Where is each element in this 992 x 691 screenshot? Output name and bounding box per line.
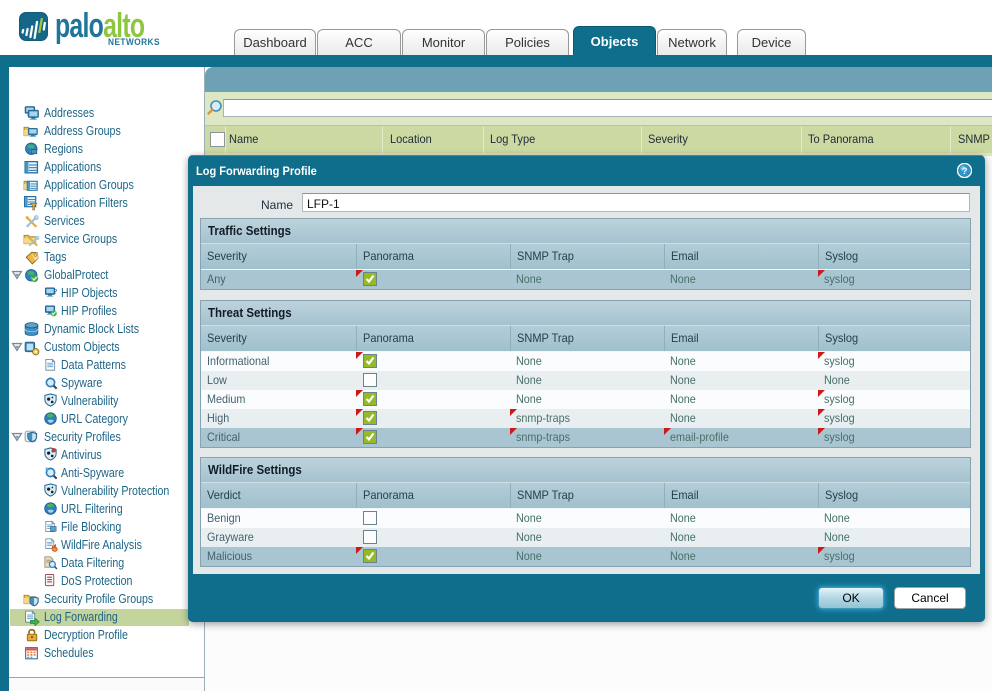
svg-text:?: ? [53,288,57,295]
svg-text:?: ? [962,166,968,177]
